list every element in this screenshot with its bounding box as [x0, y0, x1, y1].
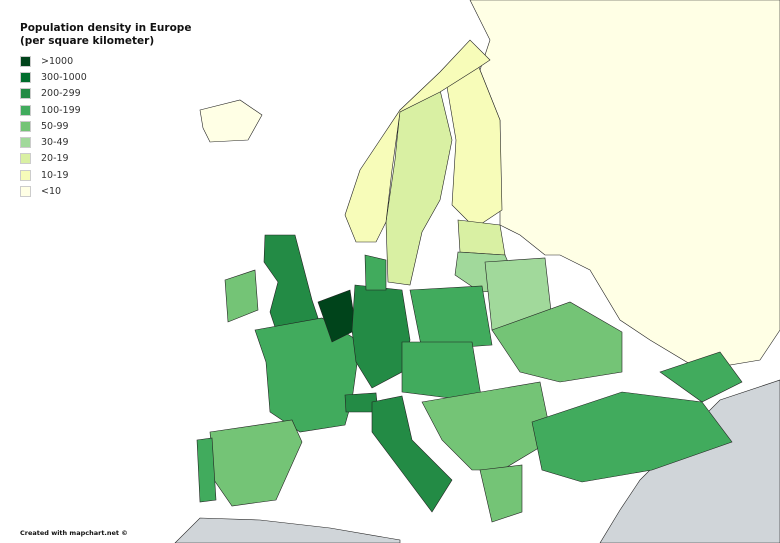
legend-item: >1000: [20, 53, 191, 69]
credit-text: Created with mapchart.net ©: [20, 529, 128, 537]
legend-label: 50-99: [41, 120, 69, 132]
legend-label: 100-199: [41, 104, 81, 116]
legend-item: 300-1000: [20, 69, 191, 85]
legend-swatch: [20, 55, 31, 67]
country-region: [385, 89, 453, 286]
country-region: [409, 285, 493, 351]
country-region: [196, 437, 217, 503]
legend-item: <10: [20, 183, 191, 199]
legend-item: 30-49: [20, 134, 191, 150]
legend-swatch: [20, 169, 31, 181]
legend-label: 30-49: [41, 137, 69, 149]
country-region: [401, 341, 483, 403]
legend-item: 200-299: [20, 86, 191, 102]
legend-subtitle: (per square kilometer): [20, 35, 155, 47]
legend-swatch: [20, 71, 31, 83]
legend-label: 300-1000: [41, 71, 87, 83]
country-region: [479, 464, 523, 523]
country-region: [364, 254, 387, 291]
country-region: [351, 284, 411, 389]
country-region: [209, 419, 303, 507]
country-region: [224, 269, 259, 323]
country-region: [371, 395, 453, 513]
country-region: [444, 64, 503, 229]
legend-swatch: [20, 104, 31, 116]
legend-label: >1000: [41, 55, 74, 67]
legend-item: 20-19: [20, 151, 191, 167]
country-region: [344, 39, 491, 243]
legend-label: <10: [41, 186, 62, 198]
country-region: [531, 391, 733, 483]
legend-item: 50-99: [20, 118, 191, 134]
legend-swatch: [20, 88, 31, 100]
legend-swatch: [20, 153, 31, 165]
country-region: [491, 301, 623, 383]
country-region: [199, 99, 263, 143]
country-region: [659, 351, 743, 403]
legend-item: 100-199: [20, 102, 191, 118]
legend-item: 10-19: [20, 167, 191, 183]
no-data-region: [599, 379, 780, 543]
legend-swatch: [20, 120, 31, 132]
legend: Population density in Europe (per square…: [20, 22, 191, 200]
legend-label: 20-19: [41, 153, 69, 165]
legend-label: 10-19: [41, 169, 69, 181]
country-region: [457, 219, 506, 256]
legend-label: 200-299: [41, 88, 81, 100]
legend-swatch: [20, 186, 31, 198]
no-data-region: [174, 517, 401, 543]
legend-swatch: [20, 137, 31, 149]
legend-title: Population density in Europe: [20, 22, 192, 34]
